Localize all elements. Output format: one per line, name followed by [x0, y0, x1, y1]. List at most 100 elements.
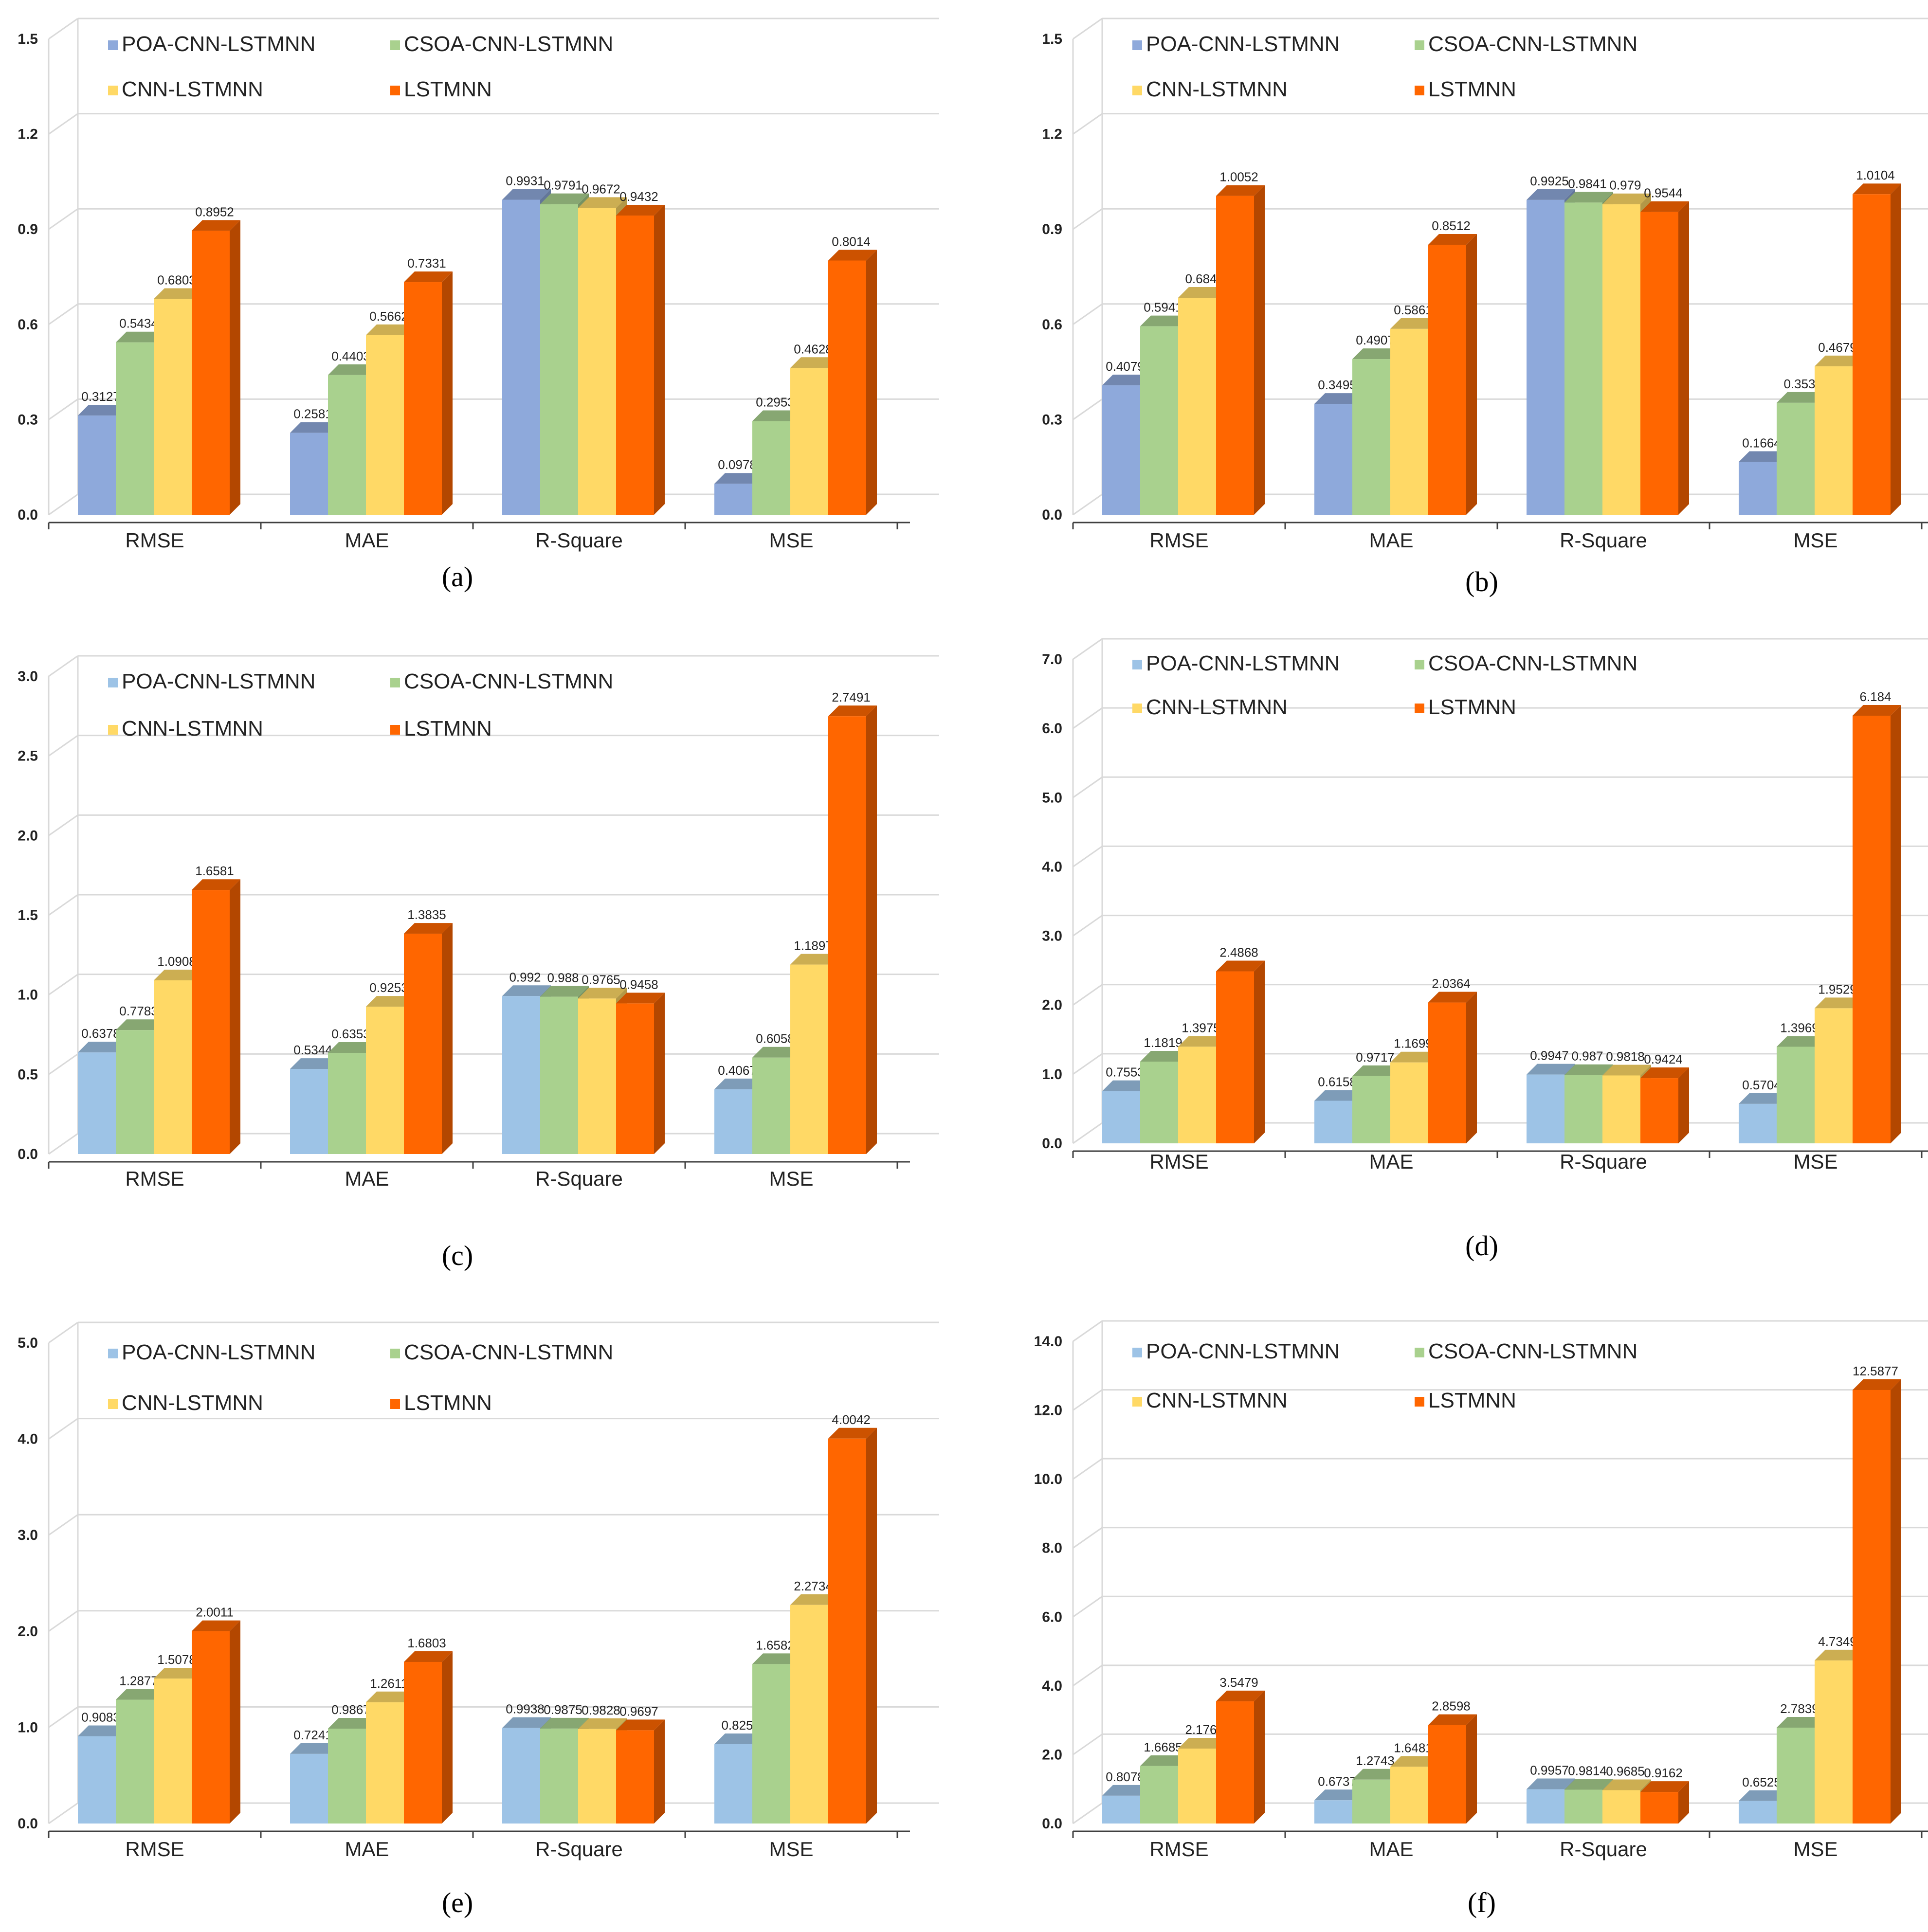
bar-front	[790, 1605, 828, 1824]
legend-item-POA-CNN-LSTMNN: POA-CNN-LSTMNN	[1132, 1339, 1340, 1363]
gridline-side	[48, 894, 78, 916]
bar-value-label: 2.7839	[1780, 1701, 1819, 1716]
x-category-label: MSE	[769, 1838, 813, 1860]
bar-value-label: 1.6581	[195, 864, 234, 878]
bar-front	[366, 1702, 404, 1824]
bar-front	[116, 1699, 154, 1824]
bar-top	[290, 422, 339, 433]
bar-side	[442, 923, 453, 1154]
bar-LSTMNN-MSE: 4.0042	[828, 1412, 877, 1824]
x-category-label: RMSE	[125, 529, 184, 552]
gridline-side	[1073, 1596, 1103, 1618]
bar-front	[752, 1664, 790, 1824]
bar-value-label: 2.7491	[832, 690, 871, 704]
y-tick-label: 0.0	[1042, 507, 1062, 523]
bar-front	[404, 934, 442, 1154]
bar-value-label: 0.9957	[1530, 1763, 1569, 1778]
x-category-label: R-Square	[535, 1838, 623, 1860]
y-tick-label: 2.0	[18, 828, 38, 844]
bar-value-label: 0.7331	[407, 256, 446, 271]
bar-front	[1564, 1789, 1602, 1824]
bar-front	[366, 335, 404, 515]
bar-LSTMNN-MSE: 2.7491	[828, 690, 877, 1154]
bar-front	[1216, 971, 1254, 1143]
bar-top	[1428, 1714, 1477, 1725]
legend-item-LSTMNN: LSTMNN	[390, 717, 492, 740]
x-category-label: RMSE	[125, 1838, 184, 1860]
bar-top	[1815, 1649, 1863, 1661]
bar-top	[1527, 189, 1575, 200]
bar-front	[1102, 1795, 1140, 1824]
legend-label: CSOA-CNN-LSTMNN	[404, 32, 613, 56]
bar-side	[1466, 992, 1477, 1143]
chart-panel-c: 0.0 0.5 1.0 1.5 2.0 2.5 3.0 0.6378 0.7783 1.0908 1…	[18, 655, 939, 1271]
bar-CSOA-CNN-LSTMNN-MSE: 2.7839	[1777, 1701, 1825, 1824]
bar-top	[404, 271, 453, 283]
bar-LSTMNN-MAE: 2.0364	[1428, 976, 1477, 1143]
bar-top	[616, 1719, 665, 1731]
bar-LSTMNN-MAE: 1.3835	[404, 907, 453, 1154]
bar-top	[1853, 1379, 1901, 1390]
bar-top	[192, 1620, 240, 1631]
bar-value-label: 0.992	[509, 970, 541, 984]
bar-LSTMNN-R-Square: 0.9458	[616, 977, 665, 1154]
bar-value-label: 0.6353	[331, 1027, 370, 1041]
bar-value-label: 1.3975	[1182, 1020, 1220, 1035]
bar-POA-CNN-LSTMNN-R-Square: 0.992	[502, 970, 551, 1154]
bar-value-label: 0.9931	[506, 173, 545, 188]
gridline-side	[48, 303, 78, 325]
gridline-side	[48, 1610, 78, 1632]
legend-label: POA-CNN-LSTMNN	[1146, 651, 1340, 675]
bar-front	[540, 996, 578, 1154]
bar-front	[1216, 1701, 1254, 1824]
bar-value-label: 0.9814	[1568, 1764, 1607, 1778]
legend-label: POA-CNN-LSTMNN	[122, 1340, 315, 1364]
bar-top	[578, 1718, 627, 1729]
legend-swatch	[390, 725, 400, 735]
gridline-side	[48, 398, 78, 420]
legend-label: POA-CNN-LSTMNN	[122, 32, 315, 56]
y-tick-label: 3.0	[18, 668, 38, 685]
bar-value-label: 0.9253	[369, 980, 408, 995]
bar-side	[866, 705, 877, 1154]
legend-swatch	[1415, 86, 1424, 95]
bar-value-label: 0.6803	[157, 272, 196, 287]
gridline-side	[1073, 398, 1103, 420]
bar-top	[404, 923, 453, 934]
bar-top	[1739, 1093, 1787, 1104]
bar-value-label: 0.0978	[718, 457, 757, 472]
bar-top	[192, 879, 240, 890]
bar-front	[78, 1052, 116, 1154]
bar-top	[1815, 355, 1863, 366]
x-category-label: RMSE	[1149, 529, 1208, 552]
bar-value-label: 0.6058	[756, 1031, 795, 1046]
bar-value-label: 0.684	[1185, 271, 1217, 286]
y-tick-label: 0.3	[18, 412, 38, 428]
bar-top	[616, 993, 665, 1004]
bar-top	[502, 985, 551, 996]
bar-value-label: 0.9432	[619, 189, 658, 204]
bar-front	[1140, 1766, 1178, 1824]
bar-front	[616, 1730, 654, 1824]
x-category-label: MAE	[345, 1167, 389, 1190]
legend-item-CNN-LSTMNN: CNN-LSTMNN	[1132, 77, 1288, 101]
bar-value-label: 0.9791	[544, 178, 582, 193]
legend-item-CSOA-CNN-LSTMNN: CSOA-CNN-LSTMNN	[390, 32, 613, 56]
bar-top	[1777, 1716, 1825, 1728]
bar-value-label: 3.5479	[1219, 1675, 1258, 1690]
bar-front	[540, 204, 578, 515]
bar-value-label: 1.6582	[756, 1638, 795, 1652]
bar-top	[1216, 185, 1265, 196]
bar-top	[1527, 1064, 1575, 1075]
bar-value-label: 0.9697	[619, 1704, 658, 1718]
bar-front	[78, 1736, 116, 1824]
bar-value-label: 4.0042	[832, 1412, 871, 1427]
bar-side	[1678, 201, 1689, 515]
bar-front	[1428, 1725, 1466, 1824]
bar-top	[540, 1717, 589, 1729]
bar-front	[1739, 462, 1777, 515]
legend-item-CNN-LSTMNN: CNN-LSTMNN	[108, 1391, 263, 1415]
legend-swatch	[108, 86, 118, 95]
x-category-label: MAE	[1369, 1150, 1413, 1173]
bar-value-label: 1.6803	[407, 1636, 446, 1650]
